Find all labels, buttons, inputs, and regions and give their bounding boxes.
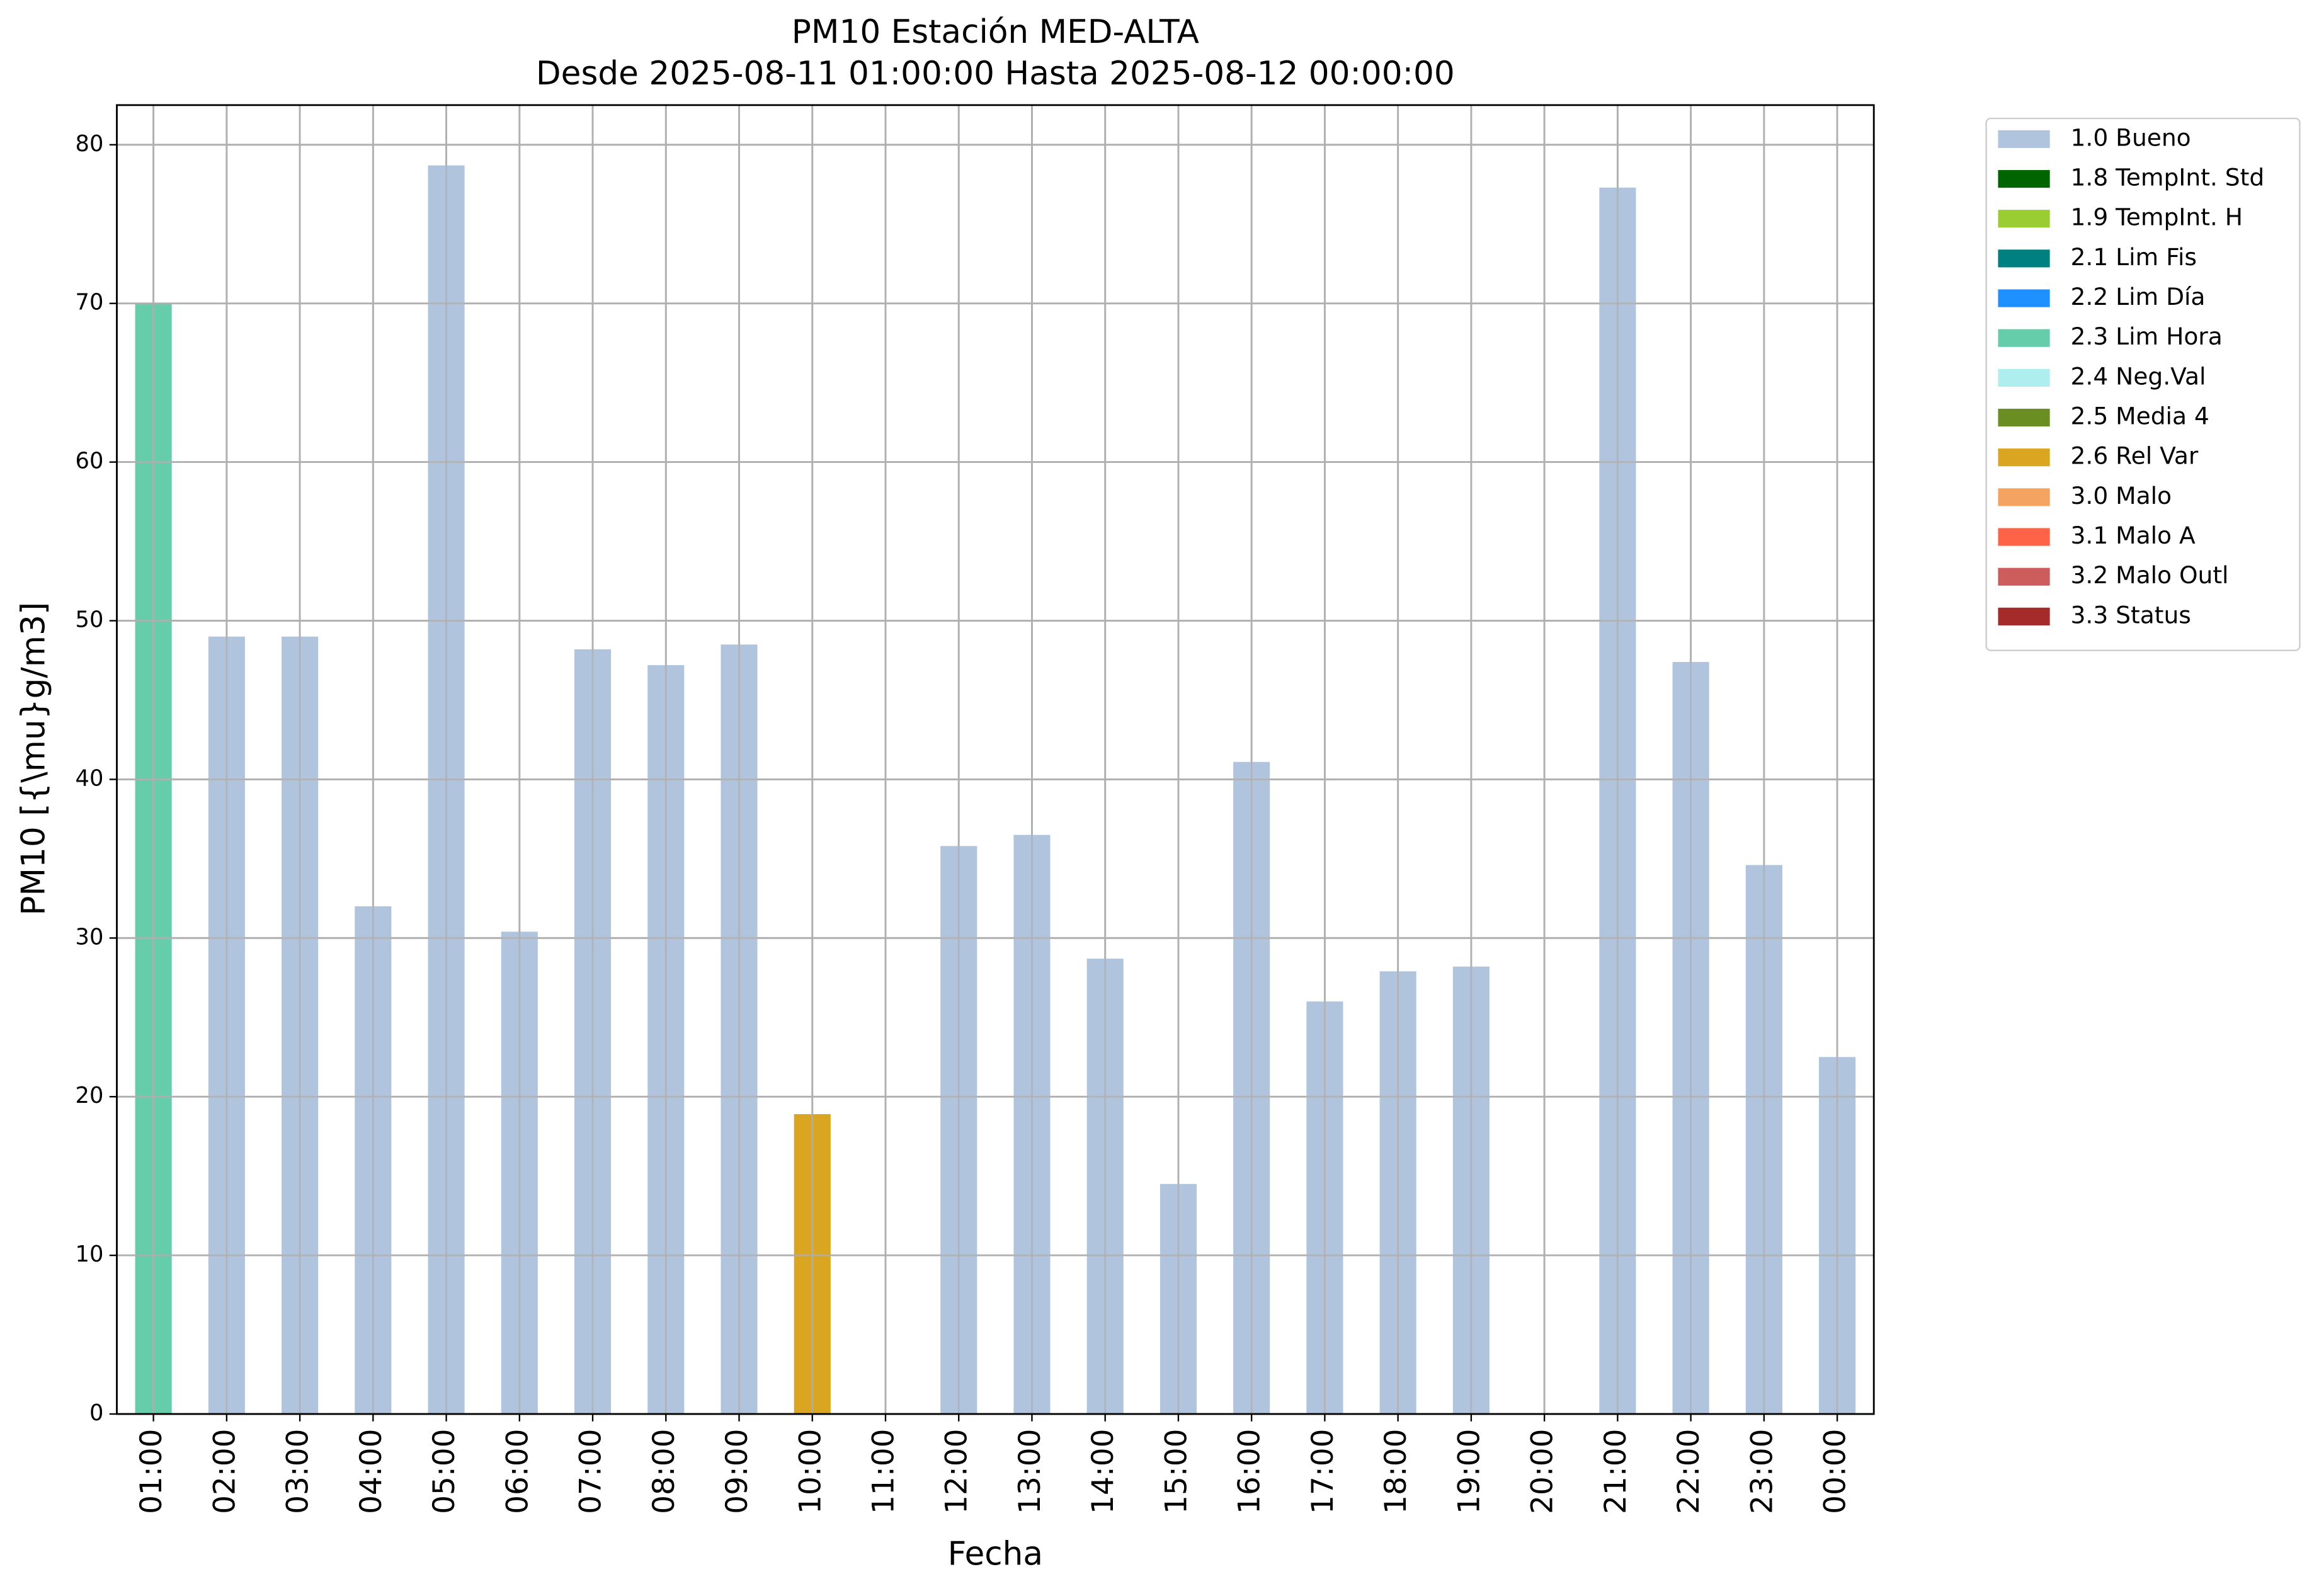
legend-label: 3.0 Malo	[2071, 482, 2172, 510]
y-tick-label: 40	[76, 765, 104, 791]
x-tick-label: 18:00	[1379, 1429, 1413, 1514]
x-tick-label: 00:00	[1818, 1429, 1853, 1514]
x-tick-label: 09:00	[720, 1429, 755, 1514]
legend-swatch	[1998, 329, 2050, 347]
legend-label: 3.1 Malo A	[2071, 522, 2196, 549]
legend-label: 2.2 Lim Día	[2071, 283, 2206, 311]
y-tick-label: 70	[76, 290, 104, 316]
x-tick-label: 11:00	[866, 1429, 901, 1514]
legend-swatch	[1998, 528, 2050, 546]
y-axis-label: PM10 [{\mu}g/m3]	[14, 602, 52, 916]
legend-label: 2.1 Lim Fis	[2071, 243, 2197, 271]
legend-swatch	[1998, 488, 2050, 506]
legend-swatch	[1998, 607, 2050, 625]
x-tick-label: 05:00	[427, 1429, 462, 1514]
legend-box	[1985, 117, 2301, 651]
legend-label: 3.2 Malo Outl	[2071, 561, 2229, 589]
y-tick-label: 50	[76, 607, 104, 633]
legend-label: 2.6 Rel Var	[2071, 442, 2199, 470]
chart-title: PM10 Estación MED-ALTA	[792, 13, 1199, 51]
legend-swatch	[1998, 289, 2050, 307]
legend-swatch	[1998, 169, 2050, 188]
x-tick-label: 13:00	[1013, 1429, 1047, 1514]
legend-label: 2.3 Lim Hora	[2071, 322, 2223, 350]
x-tick-label: 02:00	[207, 1429, 242, 1514]
x-tick-label: 19:00	[1452, 1429, 1486, 1514]
x-tick-label: 08:00	[647, 1429, 681, 1514]
y-tick-label: 0	[89, 1400, 103, 1426]
y-tick-label: 10	[76, 1241, 104, 1267]
y-tick-label: 80	[76, 131, 104, 157]
legend-swatch	[1998, 567, 2050, 586]
x-tick-label: 06:00	[500, 1429, 535, 1514]
legend-label: 1.0 Bueno	[2071, 123, 2191, 151]
x-tick-label: 15:00	[1159, 1429, 1194, 1514]
plot-frame	[116, 104, 1875, 1415]
legend-label: 1.8 TempInt. Std	[2071, 164, 2265, 191]
chart-subtitle: Desde 2025-08-11 01:00:00 Hasta 2025-08-…	[536, 55, 1455, 93]
x-tick-label: 22:00	[1672, 1429, 1706, 1514]
legend-swatch	[1998, 130, 2050, 148]
x-tick-label: 17:00	[1306, 1429, 1340, 1514]
x-tick-label: 01:00	[134, 1429, 169, 1514]
legend-swatch	[1998, 368, 2050, 387]
x-tick-label: 23:00	[1745, 1429, 1779, 1514]
legend-swatch	[1998, 210, 2050, 228]
x-tick-label: 10:00	[793, 1429, 828, 1514]
legend-swatch	[1998, 408, 2050, 427]
legend-swatch	[1998, 448, 2050, 467]
legend-label: 2.5 Media 4	[2071, 402, 2209, 430]
y-tick-label: 20	[76, 1083, 104, 1109]
x-tick-label: 20:00	[1525, 1429, 1560, 1514]
x-axis-label: Fecha	[948, 1535, 1043, 1573]
x-tick-label: 04:00	[354, 1429, 389, 1514]
legend-label: 2.4 Neg.Val	[2071, 362, 2206, 390]
y-tick-label: 60	[76, 448, 104, 474]
x-tick-label: 16:00	[1233, 1429, 1267, 1514]
legend-label: 1.9 TempInt. H	[2071, 203, 2243, 231]
x-tick-label: 07:00	[574, 1429, 608, 1514]
x-tick-label: 14:00	[1086, 1429, 1120, 1514]
y-tick-label: 30	[76, 924, 104, 950]
x-tick-label: 03:00	[281, 1429, 316, 1514]
x-tick-label: 12:00	[940, 1429, 974, 1514]
x-tick-label: 21:00	[1598, 1429, 1633, 1514]
legend-swatch	[1998, 249, 2050, 268]
legend-label: 3.3 Status	[2071, 601, 2191, 629]
